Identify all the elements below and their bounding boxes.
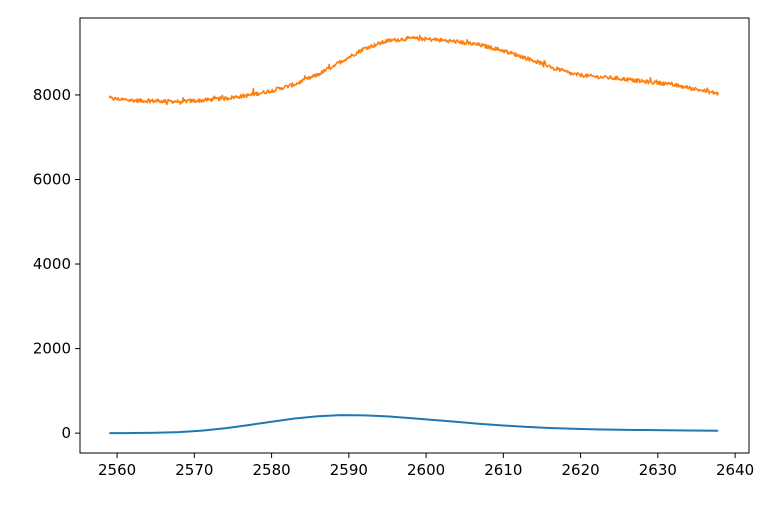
x-tick-label: 2640 [716, 461, 754, 479]
x-tick-label: 2600 [407, 461, 445, 479]
x-tick-label: 2620 [561, 461, 599, 479]
y-tick-label: 4000 [33, 255, 71, 273]
y-tick-label: 6000 [33, 170, 71, 188]
series-line-2 [108, 34, 719, 106]
y-tick-label: 8000 [33, 86, 71, 104]
series-layer [108, 34, 719, 435]
y-axis: 0 2000 4000 6000 8000 [33, 86, 80, 442]
series-line-1 [109, 414, 719, 435]
x-tick-label: 2580 [252, 461, 290, 479]
x-axis: 2560 2570 2580 2590 2600 2610 2620 2630 2640 [98, 453, 754, 479]
plot-frame [79, 17, 750, 454]
x-tick-label: 2590 [330, 461, 368, 479]
x-tick-label: 2570 [175, 461, 213, 479]
y-tick-label: 0 [61, 424, 71, 442]
x-tick-label: 2610 [484, 461, 522, 479]
y-tick-label: 2000 [33, 340, 71, 358]
x-tick-label: 2630 [639, 461, 677, 479]
x-tick-label: 2560 [98, 461, 136, 479]
